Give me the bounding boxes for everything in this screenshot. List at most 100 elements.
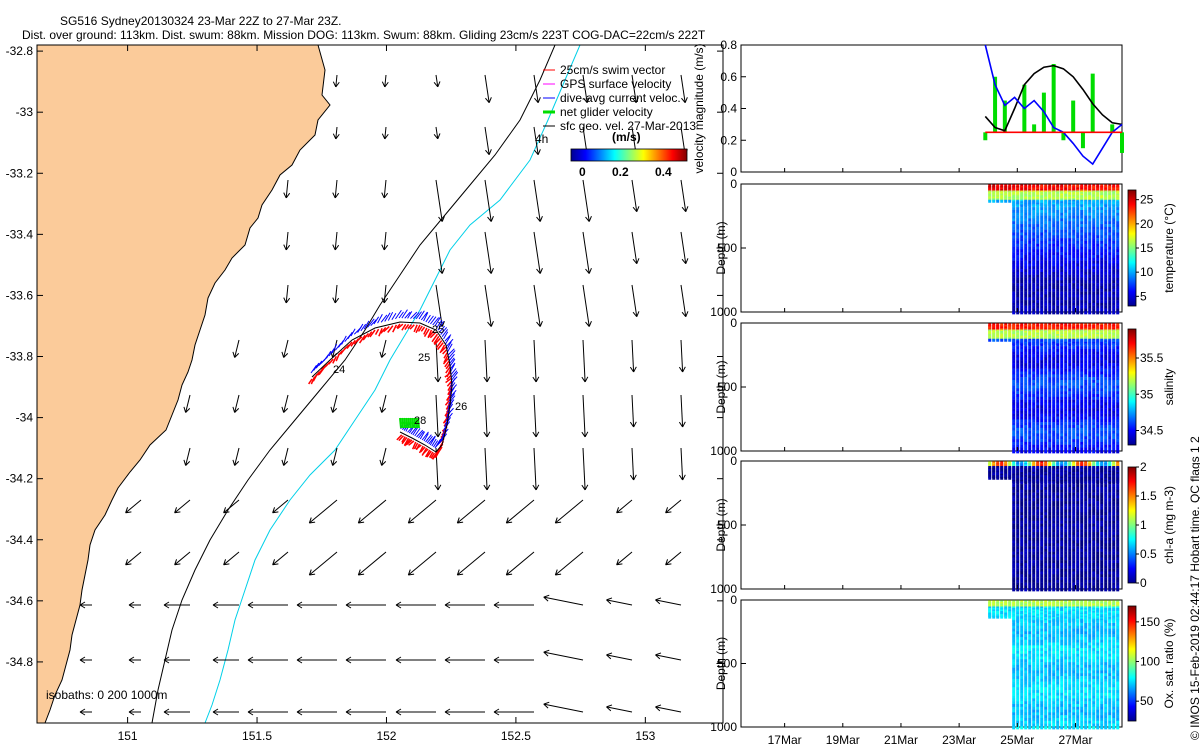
track-label-25a: 25 <box>432 324 444 336</box>
profile-dot <box>1092 410 1096 414</box>
profile-dot <box>1064 302 1068 306</box>
profile-dot <box>1116 385 1120 389</box>
dive-avg-current-vector <box>448 357 455 365</box>
profile-dot <box>1116 430 1120 434</box>
profile-dot <box>1080 489 1084 493</box>
profile-dot <box>1040 447 1044 451</box>
profile-dot <box>988 192 992 196</box>
profile-dot <box>1032 324 1036 328</box>
profile-dot <box>1088 187 1092 191</box>
profile-dot <box>1036 204 1040 208</box>
profile-dot <box>1100 467 1104 471</box>
profile-dot <box>1052 204 1056 208</box>
profile-dot <box>1076 377 1080 381</box>
swim-vector <box>404 323 410 331</box>
profile-dot <box>1088 190 1092 194</box>
profile-dot <box>1056 201 1060 205</box>
profile-dot <box>1024 207 1028 211</box>
profile-dot <box>1096 311 1100 315</box>
profile-dot <box>1068 382 1072 386</box>
profile-dot <box>1072 365 1076 369</box>
velocity-arrow-head <box>629 474 637 481</box>
profile-dot <box>1100 193 1104 197</box>
profile-dot <box>1044 588 1048 592</box>
profile-dot <box>1084 473 1088 477</box>
profile-dot <box>1020 280 1024 284</box>
profile-dot <box>1040 300 1044 304</box>
profile-dot <box>1084 224 1088 228</box>
profile-dot <box>1084 405 1088 409</box>
profile-dot <box>1080 323 1084 327</box>
profile-dot <box>1036 249 1040 253</box>
profile-dot <box>1116 190 1120 194</box>
profile-dot <box>1080 469 1084 473</box>
profile-dot <box>1016 357 1020 361</box>
profile-dot <box>1104 540 1108 544</box>
profile-dot <box>1104 492 1108 496</box>
profile-dot <box>1068 582 1072 586</box>
vel-series-0 <box>984 64 1123 132</box>
profile-dot <box>1020 246 1024 250</box>
swim-vector <box>378 328 383 337</box>
swim-vector <box>332 355 337 364</box>
profile-dot <box>1056 498 1060 502</box>
profile-dot <box>1052 512 1056 516</box>
profile-dot <box>1024 379 1028 383</box>
profile-dot <box>1116 413 1120 417</box>
profile-dot <box>1012 266 1016 270</box>
profile-dot <box>1100 509 1104 513</box>
profile-dot <box>1048 405 1052 409</box>
profile-dot <box>1060 324 1064 328</box>
profile-dot <box>1012 348 1016 352</box>
profile-dot <box>1112 229 1116 233</box>
profile-dot <box>1048 548 1052 552</box>
profile-dot <box>1088 221 1092 225</box>
profile-dot <box>1108 308 1112 312</box>
profile-dot <box>1052 425 1056 429</box>
profile-dot <box>1104 526 1108 530</box>
profile-dot <box>1012 430 1016 434</box>
profile-dot <box>1040 517 1044 521</box>
profile-dot <box>1060 294 1064 298</box>
profile-dot <box>1036 517 1040 521</box>
profile-dot <box>1052 520 1056 524</box>
swim-vector <box>409 324 415 330</box>
profile-dot <box>1080 221 1084 225</box>
profile-dot <box>1100 185 1104 189</box>
profile-dot <box>1012 377 1016 381</box>
profile-dot <box>1112 327 1116 331</box>
profile-dot <box>1040 565 1044 569</box>
profile-dot <box>1020 543 1024 547</box>
profile-dot <box>1028 343 1032 347</box>
profile-dot <box>1020 399 1024 403</box>
profile-dot <box>1068 371 1072 375</box>
profile-dot <box>1096 221 1100 225</box>
profile-dot <box>1036 323 1040 327</box>
profile-dot <box>1112 464 1116 468</box>
profile-dot <box>1016 441 1020 445</box>
profile-dot <box>1080 565 1084 569</box>
profile-dot <box>1044 425 1048 429</box>
profile-dot <box>1016 193 1020 197</box>
profile-dot <box>1012 582 1016 586</box>
profile-dot <box>1056 501 1060 505</box>
profile-dot <box>1024 249 1028 253</box>
profile-dot <box>1072 427 1076 431</box>
profile-dot <box>1048 425 1052 429</box>
profile-dot <box>1068 266 1072 270</box>
profile-dot <box>1068 338 1072 342</box>
profile-dot <box>1016 469 1020 473</box>
profile-dot <box>1100 540 1104 544</box>
profile-dot <box>1068 188 1072 192</box>
profile-dot <box>1032 305 1036 309</box>
depth-tick-label: 1000 <box>710 582 737 596</box>
profile-dot <box>1080 396 1084 400</box>
profile-dot <box>1044 419 1048 423</box>
velocity-arrow <box>435 126 439 139</box>
profile-dot <box>1020 484 1024 488</box>
profile-dot <box>1012 341 1016 345</box>
profile-dot <box>1012 343 1016 347</box>
profile-dot <box>1108 568 1112 572</box>
profile-dot <box>1116 388 1120 392</box>
profile-dot <box>1036 551 1040 555</box>
